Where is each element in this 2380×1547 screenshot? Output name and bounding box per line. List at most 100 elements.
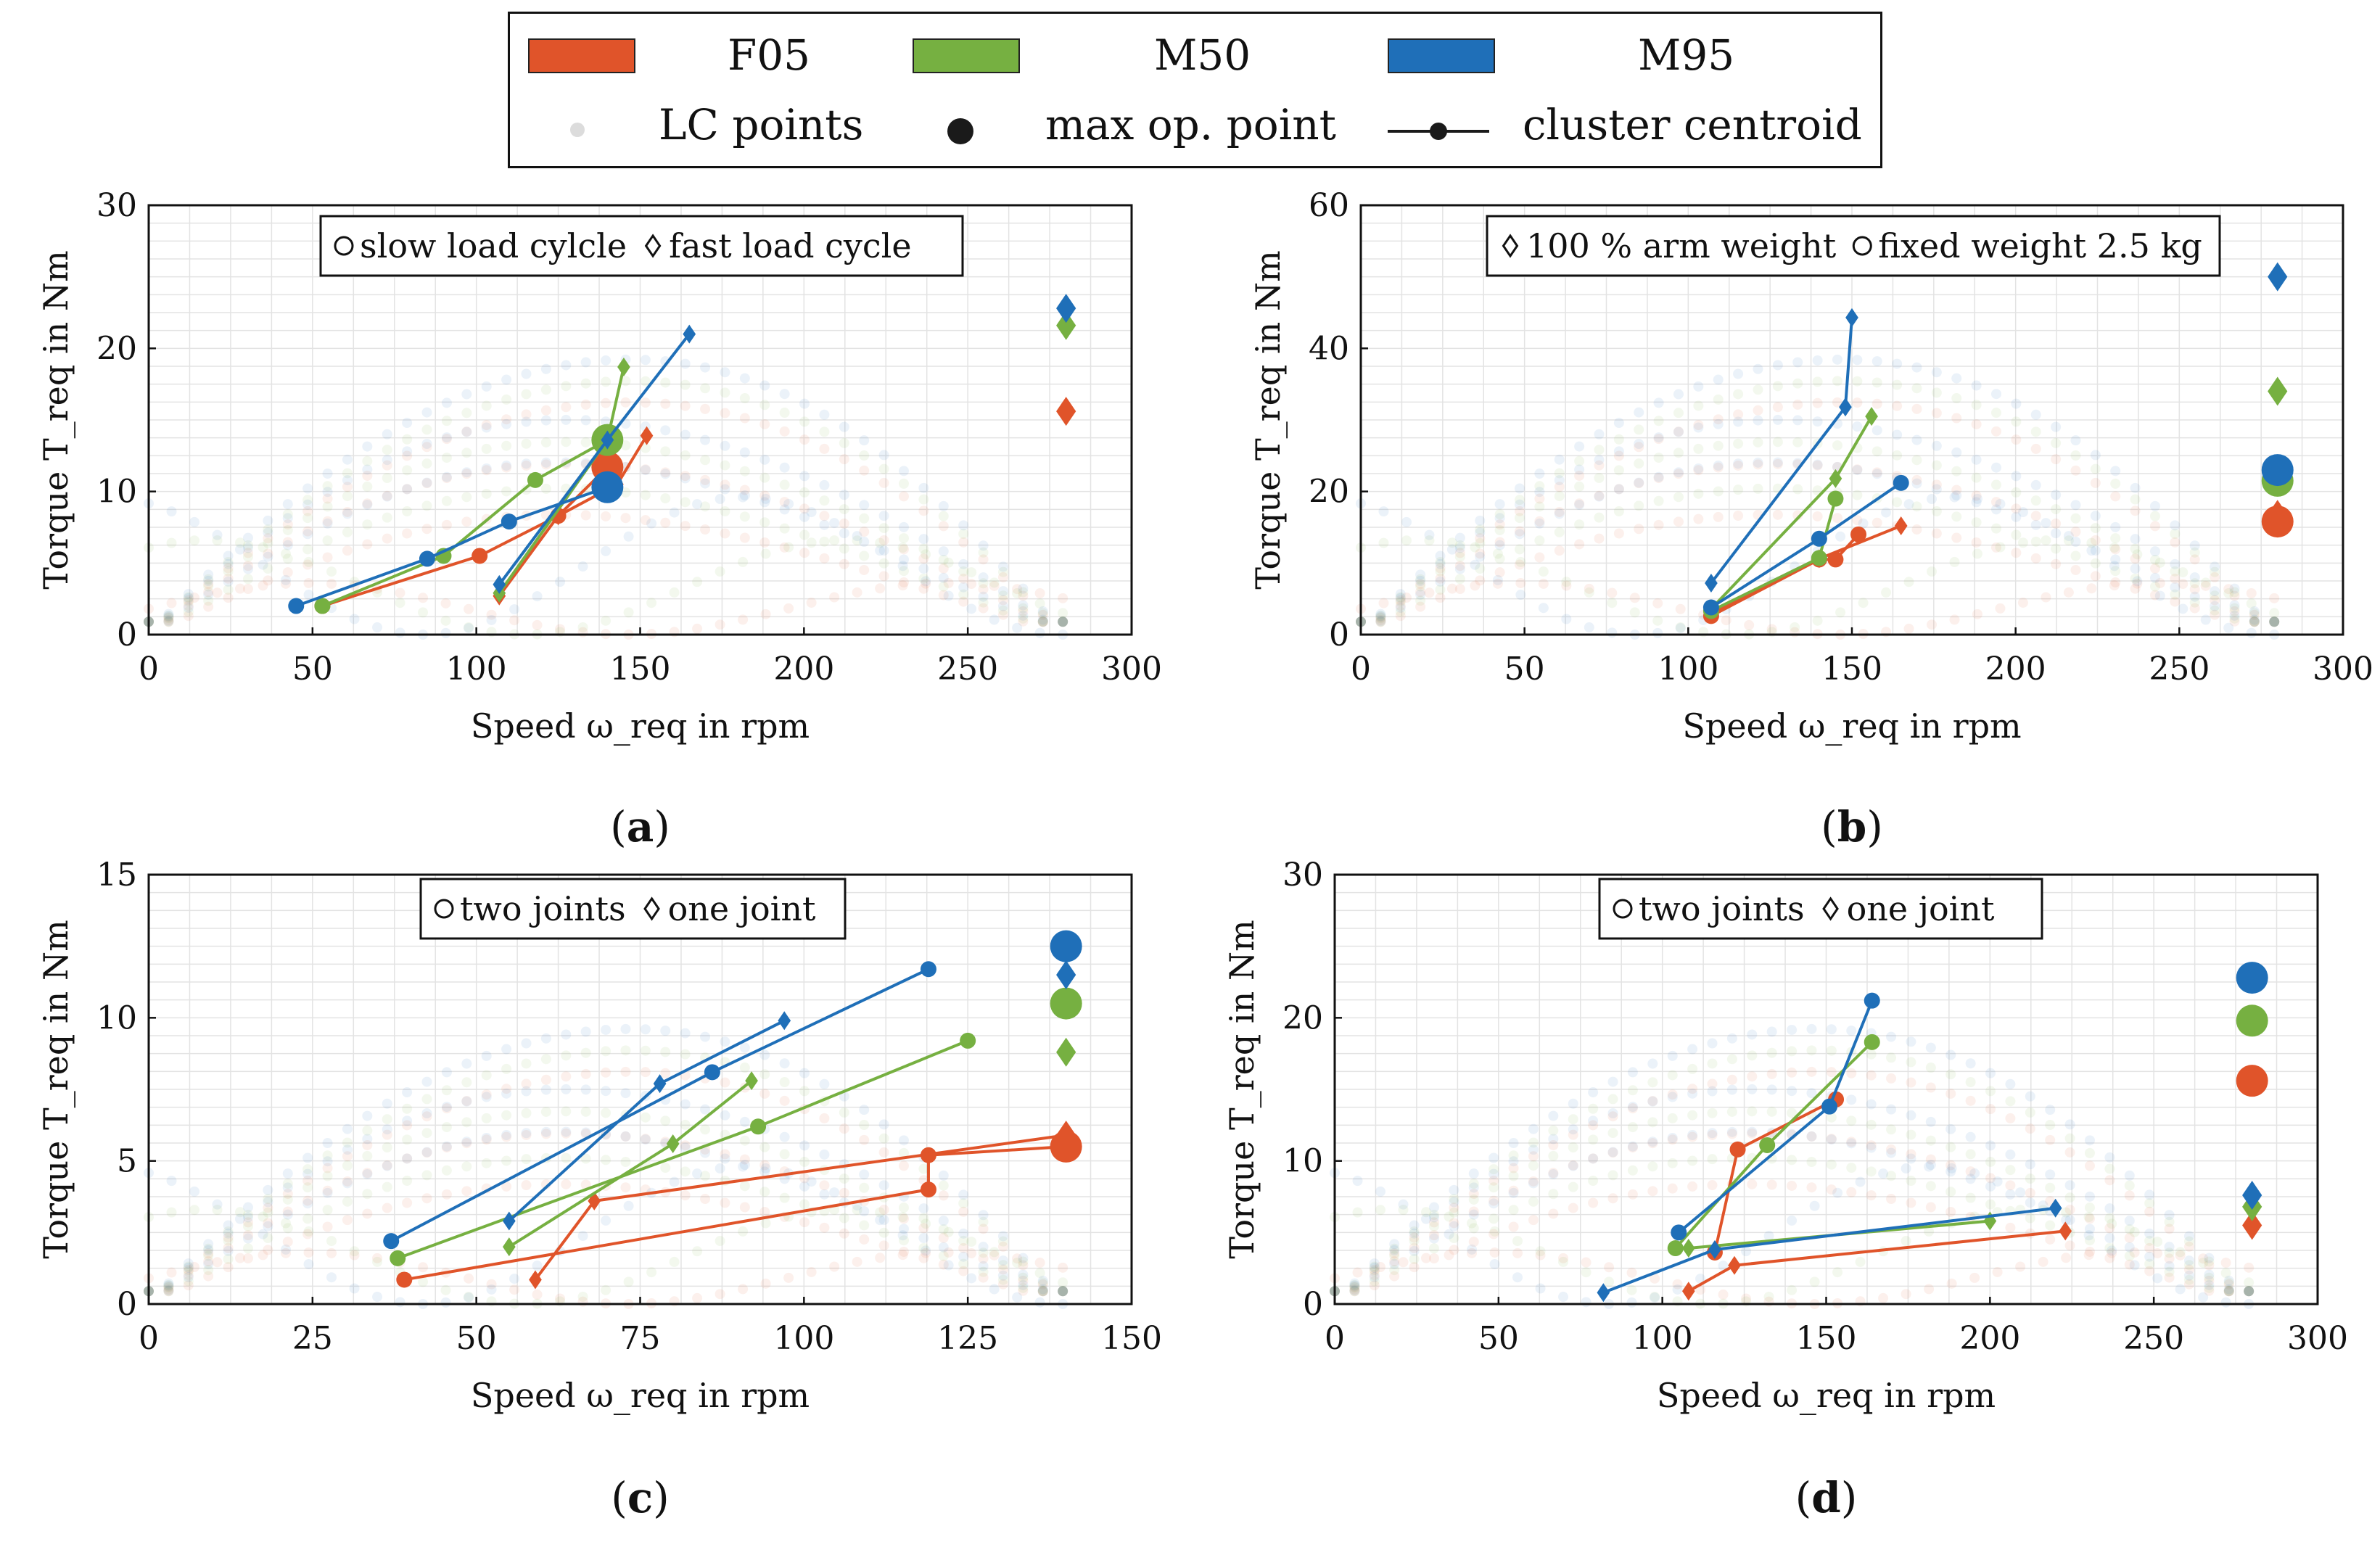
lc-point xyxy=(1903,623,1914,634)
lc-point xyxy=(1832,440,1842,451)
lc-point xyxy=(759,418,770,429)
centroid-point-circle xyxy=(704,1064,720,1081)
lc-point xyxy=(2084,1235,2095,1246)
lc-point xyxy=(2204,1260,2215,1271)
lc-point xyxy=(680,1099,691,1110)
lc-point xyxy=(561,402,572,413)
lc-point xyxy=(302,1213,313,1224)
lc-point xyxy=(601,397,612,408)
lc-point xyxy=(2070,564,2081,575)
lc-point xyxy=(2229,587,2240,598)
lc-point xyxy=(1395,592,1406,603)
lc-point xyxy=(1718,1289,1729,1300)
lc-point xyxy=(1037,614,1048,625)
lc-point xyxy=(2045,1105,2056,1115)
lc-point xyxy=(263,1202,273,1213)
lc-point xyxy=(700,1124,711,1135)
lc-point xyxy=(1951,511,1962,522)
lc-point xyxy=(302,1182,313,1193)
lc-point xyxy=(2154,577,2165,588)
lc-point xyxy=(441,1085,452,1096)
lc-point xyxy=(1535,1283,1546,1294)
lc-point xyxy=(1931,506,1942,517)
lc-point xyxy=(322,481,333,492)
lc-point xyxy=(1534,535,1545,546)
lc-point xyxy=(2011,548,2022,558)
lc-point xyxy=(938,590,949,601)
inset-legend-label: 100 % arm weight xyxy=(1526,226,1837,265)
lc-point xyxy=(242,561,253,572)
lc-point xyxy=(997,586,1008,597)
x-tick-label: 0 xyxy=(139,651,159,688)
lc-point xyxy=(2229,603,2240,614)
centroid-point-diamond xyxy=(493,574,506,594)
lc-point xyxy=(1018,587,1029,598)
caption-paren-close: ) xyxy=(1866,802,1883,851)
lc-point xyxy=(2051,490,2062,500)
lc-point xyxy=(303,556,314,567)
lc-point xyxy=(521,1058,532,1069)
lc-point xyxy=(897,543,908,553)
lc-point xyxy=(1574,455,1585,466)
lc-point xyxy=(441,1189,452,1200)
lc-point xyxy=(1395,602,1406,613)
lc-point xyxy=(1514,544,1525,555)
lc-point xyxy=(2170,529,2181,540)
lc-point xyxy=(760,1163,771,1173)
lc-point xyxy=(555,577,566,587)
lc-point xyxy=(958,1189,969,1200)
lc-point xyxy=(938,511,949,521)
lc-point xyxy=(1037,1284,1048,1295)
y-tick-label: 0 xyxy=(117,1286,137,1323)
lc-point xyxy=(532,619,543,630)
lc-point xyxy=(1733,484,1744,495)
lc-point xyxy=(1911,434,1922,445)
lc-point xyxy=(739,466,750,477)
lc-point xyxy=(1846,1187,1857,1197)
lc-point xyxy=(739,484,750,495)
lc-point xyxy=(1058,593,1068,603)
lc-point xyxy=(481,1050,492,1061)
lc-point xyxy=(2149,511,2160,521)
lc-point xyxy=(1568,1202,1578,1213)
lc-point xyxy=(464,623,474,634)
lc-point xyxy=(402,418,413,429)
lc-point xyxy=(759,1069,770,1080)
lc-point xyxy=(760,493,771,504)
lc-point xyxy=(521,1180,532,1191)
lc-point xyxy=(1713,374,1724,385)
lc-point xyxy=(1693,420,1704,431)
lc-point xyxy=(1911,362,1922,373)
lc-point xyxy=(1826,1159,1837,1170)
lc-point xyxy=(555,624,566,635)
circle-marker-icon xyxy=(1613,899,1633,919)
lc-point xyxy=(1792,399,1803,410)
lc-point xyxy=(2104,1223,2115,1234)
lc-point xyxy=(1763,1231,1774,1242)
lc-point xyxy=(1058,1286,1068,1297)
lc-point xyxy=(501,462,512,473)
lc-point xyxy=(362,499,373,510)
lc-point xyxy=(997,1279,1008,1290)
lc-point xyxy=(819,1113,830,1123)
lc-point xyxy=(2005,1113,2016,1123)
lc-point xyxy=(1018,1260,1029,1271)
lc-point xyxy=(1901,1163,1911,1174)
lc-point xyxy=(978,591,989,602)
lc-point xyxy=(799,398,810,409)
lc-point xyxy=(1693,443,1704,454)
lc-point xyxy=(1878,1292,1889,1303)
inset-legend-box xyxy=(319,215,964,277)
lc-point xyxy=(2015,1187,2026,1198)
lc-point xyxy=(481,1070,492,1081)
lc-point xyxy=(402,528,413,539)
lc-point xyxy=(1925,1042,1936,1053)
lc-point xyxy=(362,1125,373,1136)
lc-point xyxy=(2030,409,2041,420)
lc-point xyxy=(1409,1262,1420,1273)
lc-point xyxy=(1753,459,1763,470)
lc-point xyxy=(898,1246,909,1257)
lc-point xyxy=(1398,1257,1409,1268)
lc-point xyxy=(1855,1256,1866,1267)
lc-point xyxy=(326,566,337,577)
